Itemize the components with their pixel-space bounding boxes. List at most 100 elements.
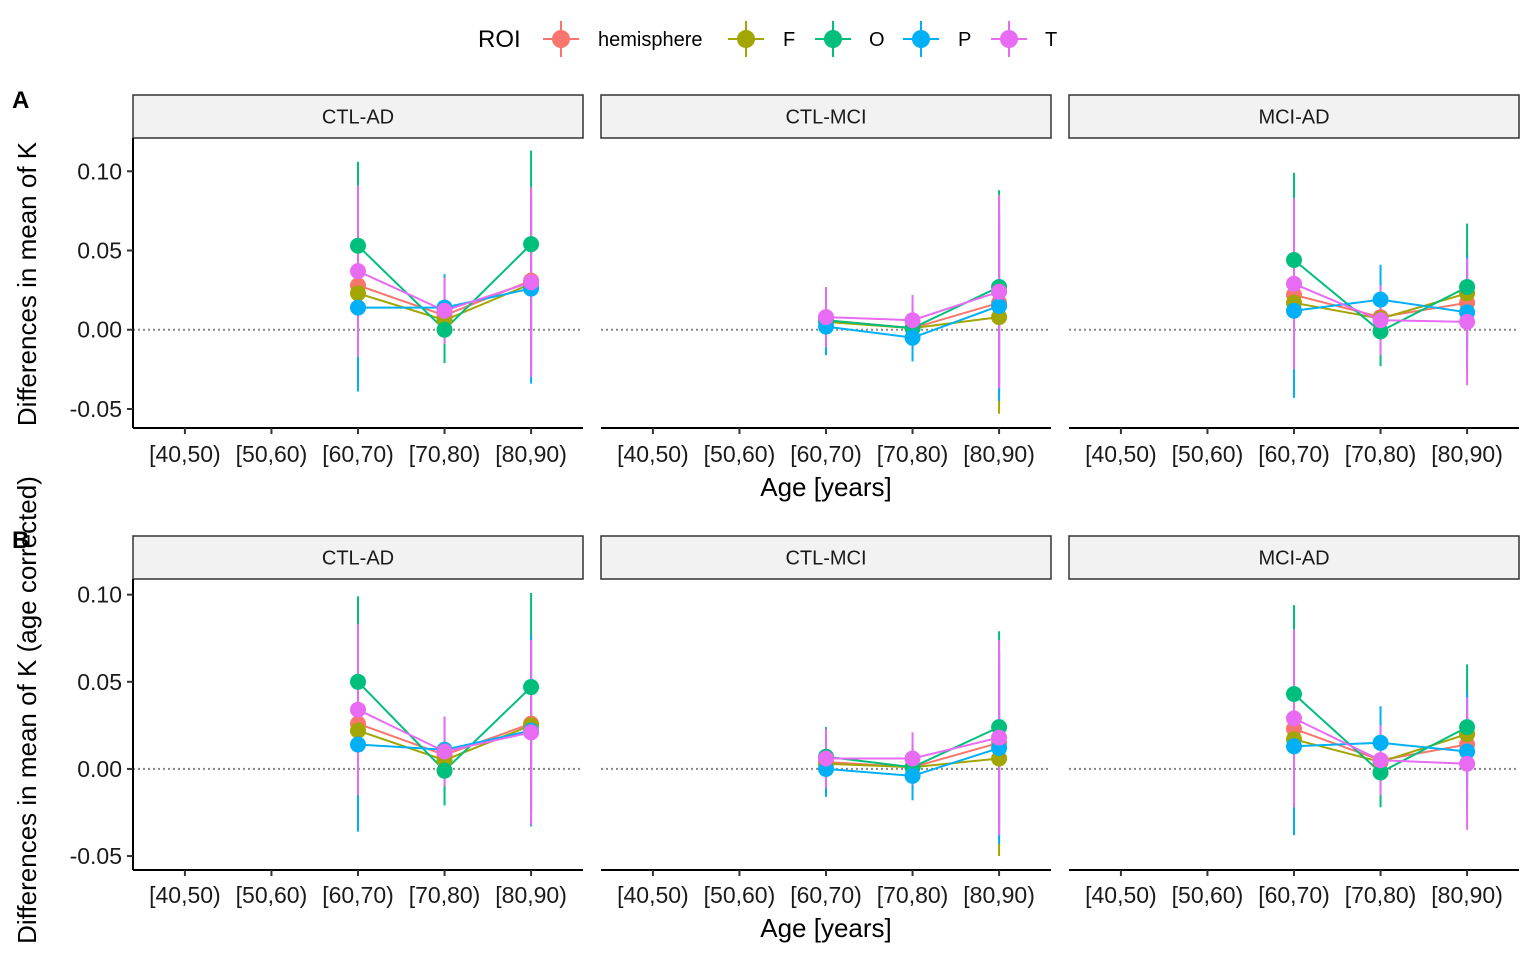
data-point [1372, 291, 1389, 308]
facet-ctl-mci: CTL-MCI [40,50) [50,60) [60,70) [70,80) [80,9… [600, 535, 1052, 908]
x-tick-label: [60,70) [322, 441, 394, 467]
x-tick-label: [40,50) [617, 441, 689, 467]
x-tick-label: [80,90) [1431, 441, 1503, 467]
panel-tag: A [12, 87, 29, 114]
facet-strip [132, 94, 584, 139]
x-tick-label: [80,90) [495, 441, 567, 467]
facet-ctl-ad: CTL-AD -0.05 0.00 0.05 0.10 [40,50) [50,60) [60… [70, 535, 584, 908]
series-T-points [818, 729, 1008, 767]
legend-label: P [958, 29, 971, 51]
data-point [350, 285, 366, 302]
legend-label: T [1045, 29, 1057, 51]
y-axis-title: Differences in mean of K [12, 141, 42, 426]
panel-tag: B [12, 527, 29, 554]
data-point [1372, 323, 1389, 340]
x-tick-label: [70,80) [1345, 441, 1417, 467]
y-tick-label: 0.10 [77, 158, 122, 184]
x-tick-label: [50,60) [704, 441, 776, 467]
data-point [523, 274, 540, 291]
x-tick-label: [40,50) [1085, 882, 1157, 908]
facet-strip [600, 94, 1052, 139]
x-tick-label: [60,70) [790, 882, 862, 908]
data-point [904, 750, 921, 767]
series-P-points [1286, 734, 1476, 760]
data-point [436, 743, 453, 760]
x-tick-label: [60,70) [1258, 882, 1330, 908]
facet-strip-label: MCI-AD [1258, 107, 1329, 129]
x-tick-label: [80,90) [1431, 882, 1503, 908]
series-O-points [1286, 252, 1476, 340]
y-tick-label: 0.10 [77, 582, 122, 608]
series-T-points [818, 283, 1008, 329]
series-O-points [1286, 686, 1476, 781]
x-tick-label: [80,90) [963, 441, 1035, 467]
legend-key-point [737, 30, 755, 48]
legend-item-T: T [991, 21, 1057, 57]
facet-mci-ad: MCI-AD [40,50) [50,60) [60,70) [70,80) [80,90… [1068, 94, 1520, 467]
legend-item-P: P [903, 21, 971, 57]
legend-key-point [824, 30, 842, 48]
data-point [904, 767, 921, 784]
x-tick-label: [60,70) [790, 441, 862, 467]
x-axis-title: Age [years] [760, 472, 892, 502]
legend-label: O [869, 29, 885, 51]
data-point [1459, 278, 1476, 295]
series-T-points [1286, 275, 1476, 330]
data-point [523, 679, 540, 696]
legend: ROI hemisphere F O P T [478, 21, 1057, 57]
facet-strip-label: CTL-AD [322, 107, 394, 129]
data-point [1286, 710, 1302, 727]
data-point [523, 236, 540, 253]
data-point [1286, 302, 1302, 319]
legend-key-point [1000, 30, 1018, 48]
series-T-points [350, 263, 540, 319]
series-O-points [350, 673, 540, 779]
data-point [436, 762, 453, 779]
data-point [904, 329, 921, 346]
x-tick-label: [40,50) [149, 882, 221, 908]
data-point [818, 750, 834, 767]
x-tick-label: [70,80) [877, 441, 949, 467]
y-tick-label: 0.05 [77, 238, 122, 264]
legend-key-point [912, 30, 930, 48]
facet-strip [1068, 94, 1520, 139]
x-tick-label: [50,60) [236, 441, 308, 467]
series-O-points [350, 236, 540, 338]
x-tick-label: [80,90) [963, 882, 1035, 908]
data-point [1372, 752, 1389, 769]
x-axis-title: Age [years] [760, 913, 892, 943]
facet-strip-label: CTL-MCI [785, 548, 866, 570]
y-tick-label: 0.00 [77, 756, 122, 782]
x-tick-label: [50,60) [1172, 882, 1244, 908]
y-axis-title: Differences in mean of K (age corrected) [12, 476, 42, 944]
data-point [1372, 312, 1389, 329]
data-point [350, 673, 366, 690]
legend-title: ROI [478, 26, 521, 53]
legend-item-F: F [728, 21, 795, 57]
series-T-points [1286, 710, 1476, 772]
legend-item-O: O [815, 21, 885, 57]
x-tick-label: [80,90) [495, 882, 567, 908]
x-tick-label: [70,80) [409, 441, 481, 467]
data-point [1286, 686, 1302, 703]
facet-ctl-mci: CTL-MCI [40,50) [50,60) [60,70) [70,80) [80,9… [600, 94, 1052, 467]
data-point [904, 312, 921, 329]
data-point [1459, 743, 1476, 760]
facet-strip-label: CTL-AD [322, 548, 394, 570]
data-point [991, 283, 1008, 300]
x-tick-label: [40,50) [617, 882, 689, 908]
facet-strip-label: MCI-AD [1258, 548, 1329, 570]
legend-label: hemisphere [598, 29, 703, 51]
figure-row-A: A Differences in mean of K Age [years] CTL-… [12, 87, 1520, 502]
y-tick-label: -0.05 [70, 843, 122, 869]
data-point [523, 724, 540, 741]
y-tick-label: -0.05 [70, 396, 122, 422]
legend-key-point [552, 30, 570, 48]
x-tick-label: [60,70) [322, 882, 394, 908]
data-point [818, 309, 834, 326]
series-T-errorbars [825, 639, 1001, 836]
data-point [436, 302, 453, 319]
x-tick-label: [40,50) [1085, 441, 1157, 467]
